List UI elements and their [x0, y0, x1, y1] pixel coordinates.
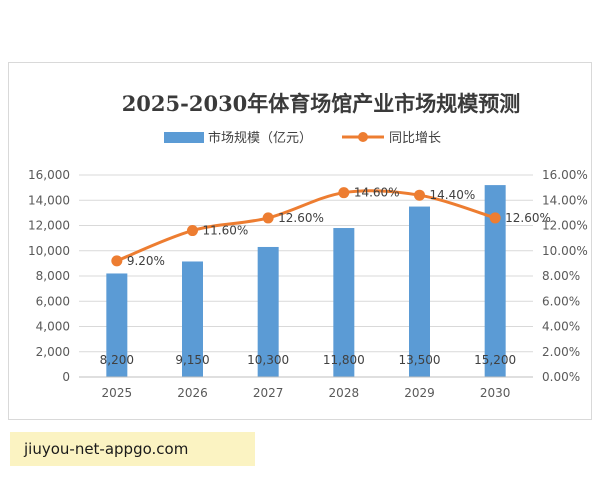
bar-value-label: 13,500 — [399, 353, 441, 367]
growth-value-label: 9.20% — [127, 254, 165, 268]
y-tick-label-right: 6.00% — [542, 294, 580, 308]
growth-point — [111, 255, 123, 267]
y-tick-label-right: 4.00% — [542, 320, 580, 334]
chart-title: 2025-2030年体育场馆产业市场规模预测 — [122, 91, 521, 116]
y-tick-label-right: 16.00% — [542, 168, 588, 182]
y-tick-label-right: 8.00% — [542, 269, 580, 283]
y-tick-label-right: 14.00% — [542, 193, 588, 207]
growth-line — [111, 187, 501, 267]
bar — [182, 261, 203, 377]
growth-point — [338, 187, 350, 199]
bar-value-label: 10,300 — [247, 353, 289, 367]
bar-value-label: 11,800 — [323, 353, 365, 367]
legend-swatch-marker — [358, 132, 368, 142]
y-tick-label-left: 14,000 — [28, 193, 70, 207]
y-tick-label-left: 6,000 — [36, 294, 70, 308]
y-tick-label-right: 10.00% — [542, 244, 588, 258]
bar-value-label: 9,150 — [175, 353, 209, 367]
y-tick-label-right: 12.00% — [542, 219, 588, 233]
x-tick-label: 2025 — [102, 386, 133, 400]
caption-text: jiuyou-net-appgo.com — [24, 440, 189, 458]
bar-value-label: 8,200 — [100, 353, 134, 367]
bar — [484, 185, 506, 377]
data-labels: 8,200 9,150 10,300 11,800 13,500 15,200 9.20% 1… — [100, 186, 551, 367]
y-tick-label-left: 10,000 — [28, 244, 70, 258]
y-tick-label-left: 8,000 — [36, 269, 70, 283]
growth-point — [187, 225, 198, 237]
growth-point — [489, 212, 501, 224]
growth-point — [262, 212, 274, 224]
legend-label-line: 同比增长 — [389, 131, 441, 146]
y-tick-label-left: 16,000 — [28, 168, 70, 182]
bars — [106, 185, 506, 377]
growth-line-path — [116, 189, 496, 263]
axes: 0 0.00% 2,000 2.00% 4,000 4.00% 6,000 6.00% 8,00… — [28, 168, 588, 400]
x-tick-label: 2027 — [253, 386, 284, 400]
bar — [106, 273, 128, 377]
y-tick-label-left: 12,000 — [28, 219, 70, 233]
chart: 2025-2030年体育场馆产业市场规模预测 市场规模（亿元） 同比增长 8,2… — [28, 91, 588, 400]
legend-label-bar: 市场规模（亿元） — [208, 130, 312, 146]
bar-value-label: 15,200 — [474, 353, 516, 367]
bar — [409, 206, 430, 377]
y-tick-label-right: 2.00% — [542, 345, 580, 359]
x-tick-label: 2030 — [480, 386, 511, 400]
bar — [257, 246, 279, 377]
caption-bar: jiuyou-net-appgo.com — [10, 432, 255, 466]
growth-value-label: 12.60% — [505, 211, 551, 225]
bar — [333, 228, 355, 377]
growth-value-label: 14.60% — [354, 186, 400, 200]
chart-frame: 2025-2030年体育场馆产业市场规模预测 市场规模（亿元） 同比增长 8,2… — [8, 62, 592, 420]
x-tick-label: 2026 — [177, 386, 208, 400]
y-tick-label-left: 2,000 — [36, 345, 70, 359]
y-tick-label-right: 0.00% — [542, 370, 580, 384]
y-tick-label-left: 4,000 — [36, 320, 70, 334]
growth-point — [414, 189, 425, 201]
legend: 市场规模（亿元） 同比增长 — [164, 130, 441, 146]
growth-value-label: 11.60% — [203, 224, 249, 238]
growth-value-label: 12.60% — [278, 211, 324, 225]
growth-value-label: 14.40% — [430, 188, 476, 202]
y-tick-label-left: 0 — [62, 370, 70, 384]
x-tick-label: 2028 — [329, 386, 360, 400]
legend-swatch-bar — [164, 132, 204, 143]
x-tick-label: 2029 — [404, 386, 435, 400]
